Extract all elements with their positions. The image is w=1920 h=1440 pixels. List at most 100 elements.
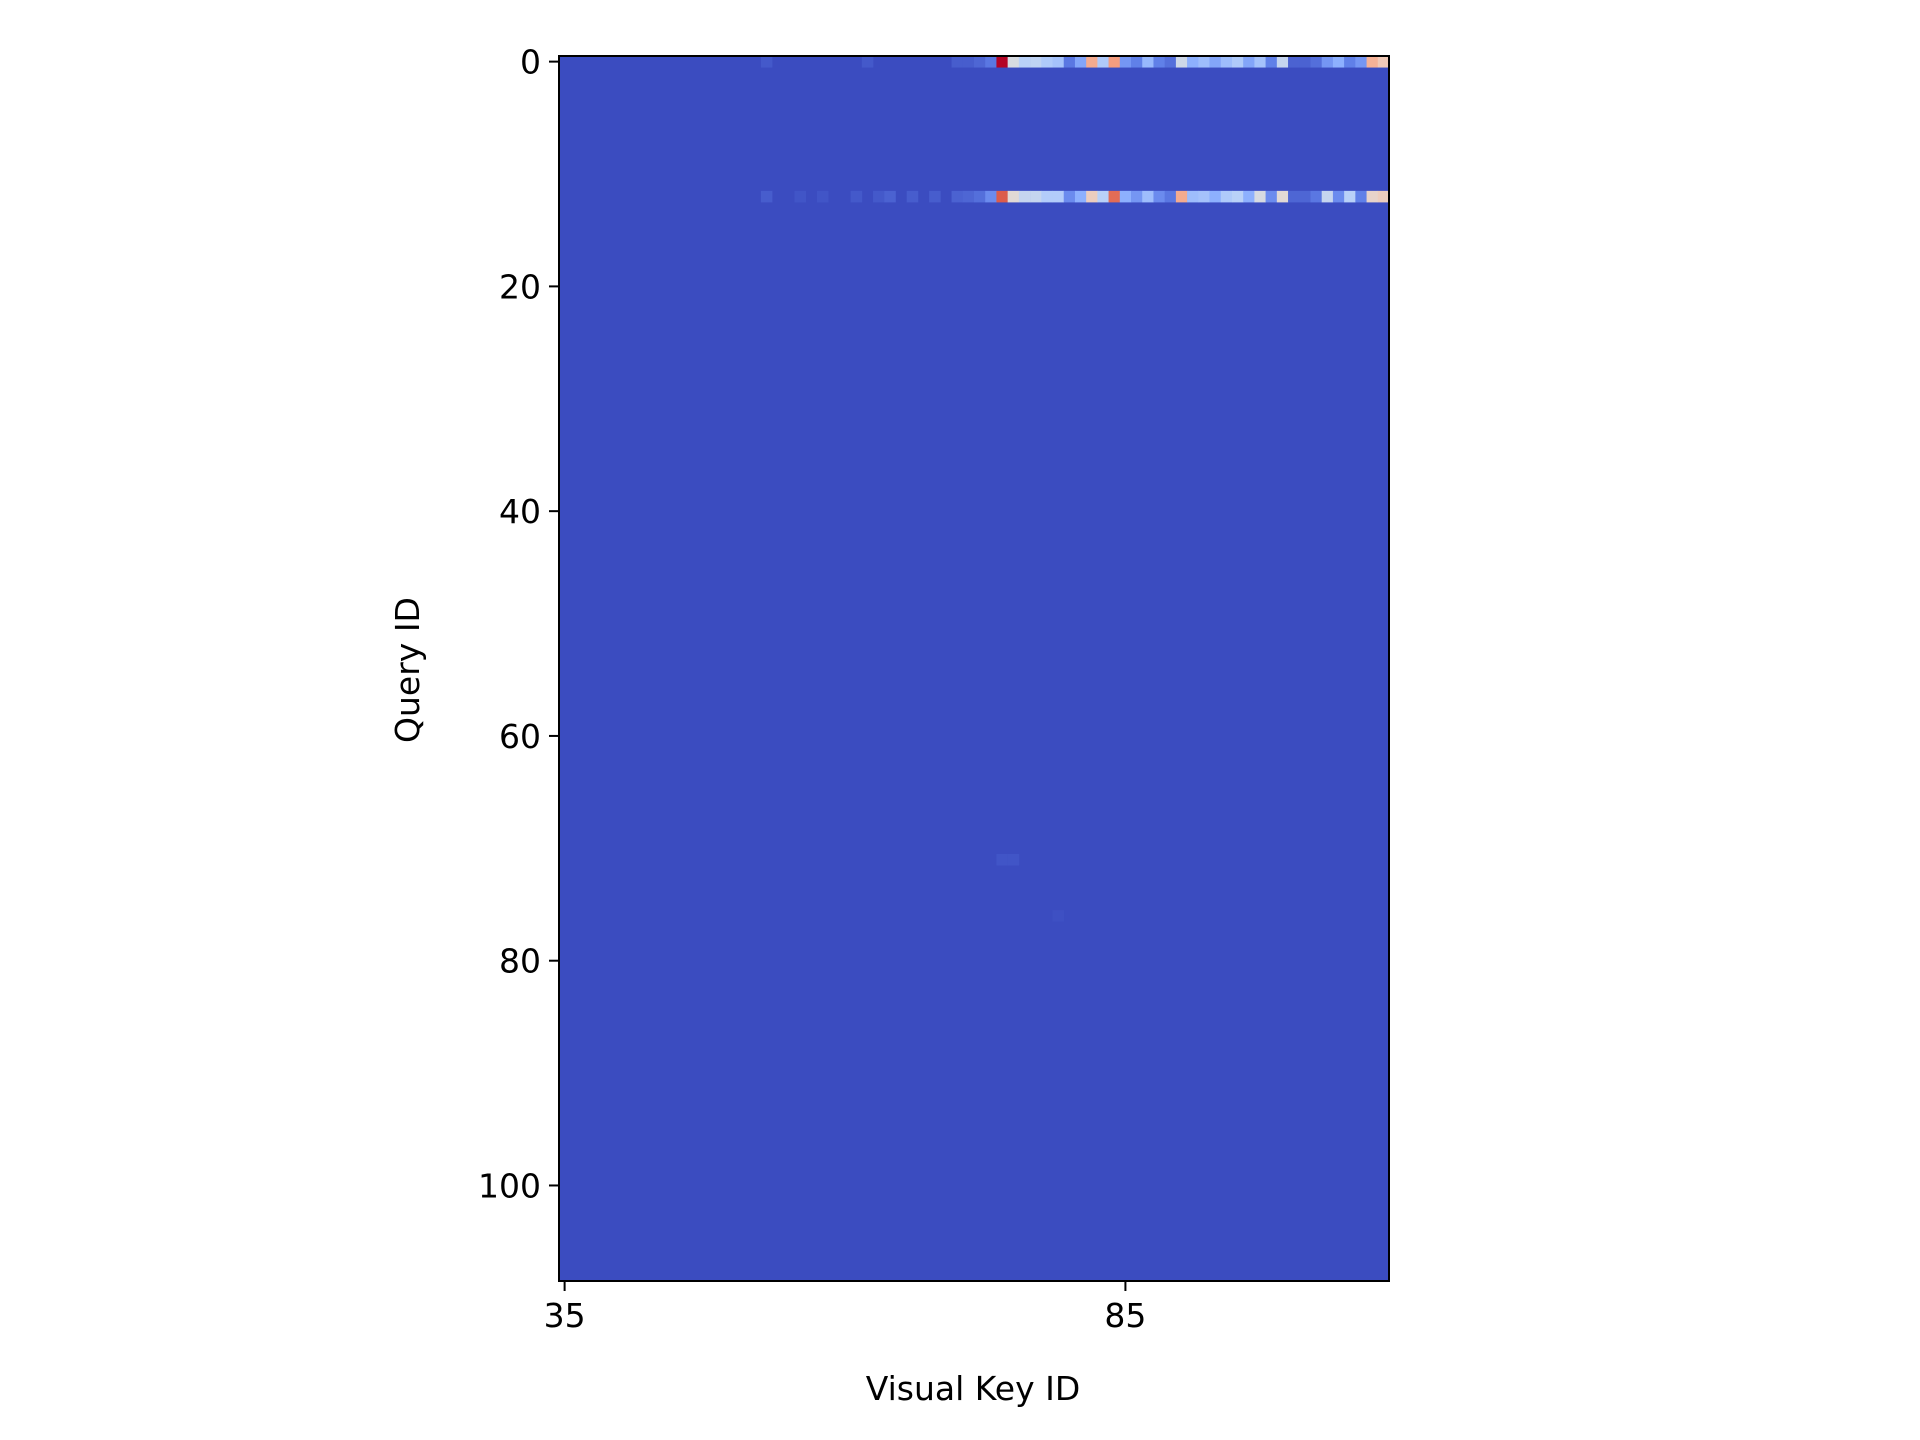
heatmap-cell	[929, 190, 941, 203]
heatmap-cell	[850, 190, 863, 203]
heatmap-cell	[1276, 190, 1289, 203]
heatmap-cell	[1355, 56, 1367, 68]
heatmap-cell	[1063, 56, 1076, 68]
x-axis-ticks: 35 85	[544, 1281, 1146, 1335]
heatmap-cell	[996, 190, 1008, 203]
heatmap-cell	[1377, 190, 1390, 203]
heatmap-cell	[1344, 190, 1356, 203]
heatmap-cell	[1310, 56, 1323, 68]
heatmap-cell	[1086, 190, 1098, 203]
heatmap-cell	[816, 190, 829, 203]
heatmap-cell	[974, 56, 986, 68]
heatmap-cell	[1119, 56, 1132, 68]
heatmap-cell	[1220, 190, 1233, 203]
heatmap-cell	[1310, 190, 1323, 203]
x-tick-label: 85	[1104, 1296, 1146, 1335]
heatmap-cell	[1332, 190, 1345, 203]
heatmap-cell	[1187, 56, 1199, 68]
heatmap-cell	[760, 56, 773, 68]
heatmap-cell	[1198, 190, 1210, 203]
heatmap-cell	[1299, 190, 1311, 203]
heatmap-cell	[794, 190, 807, 203]
heatmap-cell	[906, 190, 919, 203]
axes-frame	[558, 55, 1390, 1282]
heatmap-cell	[1030, 190, 1042, 203]
plot-area	[558, 55, 1390, 1282]
heatmap-cell	[1142, 56, 1154, 68]
y-tick-label: 80	[499, 942, 541, 981]
heatmap-cell	[1007, 853, 1020, 866]
heatmap-cell	[1344, 56, 1356, 68]
heatmap-cell	[1108, 56, 1121, 68]
heatmap-cell	[1175, 190, 1188, 203]
heatmap-cell	[1052, 56, 1065, 68]
y-tick-label: 40	[499, 492, 541, 531]
heatmap-cell	[1052, 190, 1065, 203]
heatmap-cell	[1007, 56, 1020, 68]
heatmap-cell	[985, 56, 997, 68]
heatmap-cell	[1164, 190, 1177, 203]
heatmap-cell	[974, 190, 986, 203]
heatmap-cell	[1131, 190, 1143, 203]
heatmap-cell	[1254, 190, 1266, 203]
heatmap-cell	[1198, 56, 1210, 68]
heatmap-cell	[1209, 56, 1222, 68]
heatmap-cell	[985, 190, 997, 203]
x-axis-label: Visual Key ID	[866, 1369, 1080, 1408]
y-axis-ticks: 0 20 40 60 80 100	[478, 43, 559, 1205]
x-tick-label: 35	[544, 1296, 586, 1335]
heatmap-cell	[1063, 190, 1076, 203]
y-tick-label: 20	[499, 267, 541, 306]
heatmap-cell	[1164, 56, 1177, 68]
heatmap-cell	[1074, 56, 1087, 68]
heatmap-cell	[1231, 56, 1244, 68]
heatmap-cell	[1366, 190, 1379, 203]
heatmap-cell	[962, 56, 975, 68]
heatmap-cell	[1086, 56, 1098, 68]
heatmap-base	[559, 56, 1389, 1281]
heatmap-cell	[996, 853, 1008, 866]
heatmap-cell	[1030, 56, 1042, 68]
heatmap-cells	[760, 56, 1390, 922]
heatmap-cell	[951, 56, 964, 68]
heatmap-cell	[1153, 56, 1165, 68]
heatmap-cell	[1288, 56, 1300, 68]
heatmap-cell	[1265, 56, 1278, 68]
heatmap-cell	[873, 190, 885, 203]
heatmap-cell	[1108, 190, 1121, 203]
y-tick-label: 0	[520, 43, 541, 82]
heatmap-cell	[996, 56, 1008, 68]
heatmap-cell	[1007, 190, 1020, 203]
heatmap-cell	[1041, 56, 1053, 68]
heatmap-cell	[1366, 56, 1379, 68]
heatmap-cell	[1355, 190, 1367, 203]
heatmap-cell	[1254, 56, 1266, 68]
heatmap-cell	[1332, 56, 1345, 68]
heatmap-cell	[1074, 190, 1087, 203]
heatmap-cell	[1018, 56, 1031, 68]
heatmap-cell	[1052, 910, 1065, 922]
heatmap-cell	[1288, 190, 1300, 203]
y-tick-label: 100	[478, 1166, 541, 1205]
heatmap-cell	[1321, 190, 1334, 203]
heatmap-cell	[1119, 190, 1132, 203]
y-tick-label: 60	[499, 717, 541, 756]
heatmap-cell	[1041, 190, 1053, 203]
heatmap-cell	[1142, 190, 1154, 203]
heatmap-cell	[1243, 190, 1255, 203]
heatmap-cell	[1131, 56, 1143, 68]
heatmap-cell	[760, 190, 773, 203]
heatmap-cell	[884, 190, 896, 203]
heatmap-cell	[1220, 56, 1233, 68]
y-axis-label: Query ID	[388, 597, 427, 743]
heatmap-cell	[1265, 190, 1278, 203]
heatmap-cell	[1243, 56, 1255, 68]
heatmap-cell	[861, 56, 874, 68]
heatmap-cell	[1321, 56, 1334, 68]
heatmap-cell	[1377, 56, 1390, 68]
heatmap-cell	[1175, 56, 1188, 68]
heatmap-cell	[951, 190, 964, 203]
heatmap-cell	[1097, 190, 1109, 203]
heatmap-cell	[1299, 56, 1311, 68]
